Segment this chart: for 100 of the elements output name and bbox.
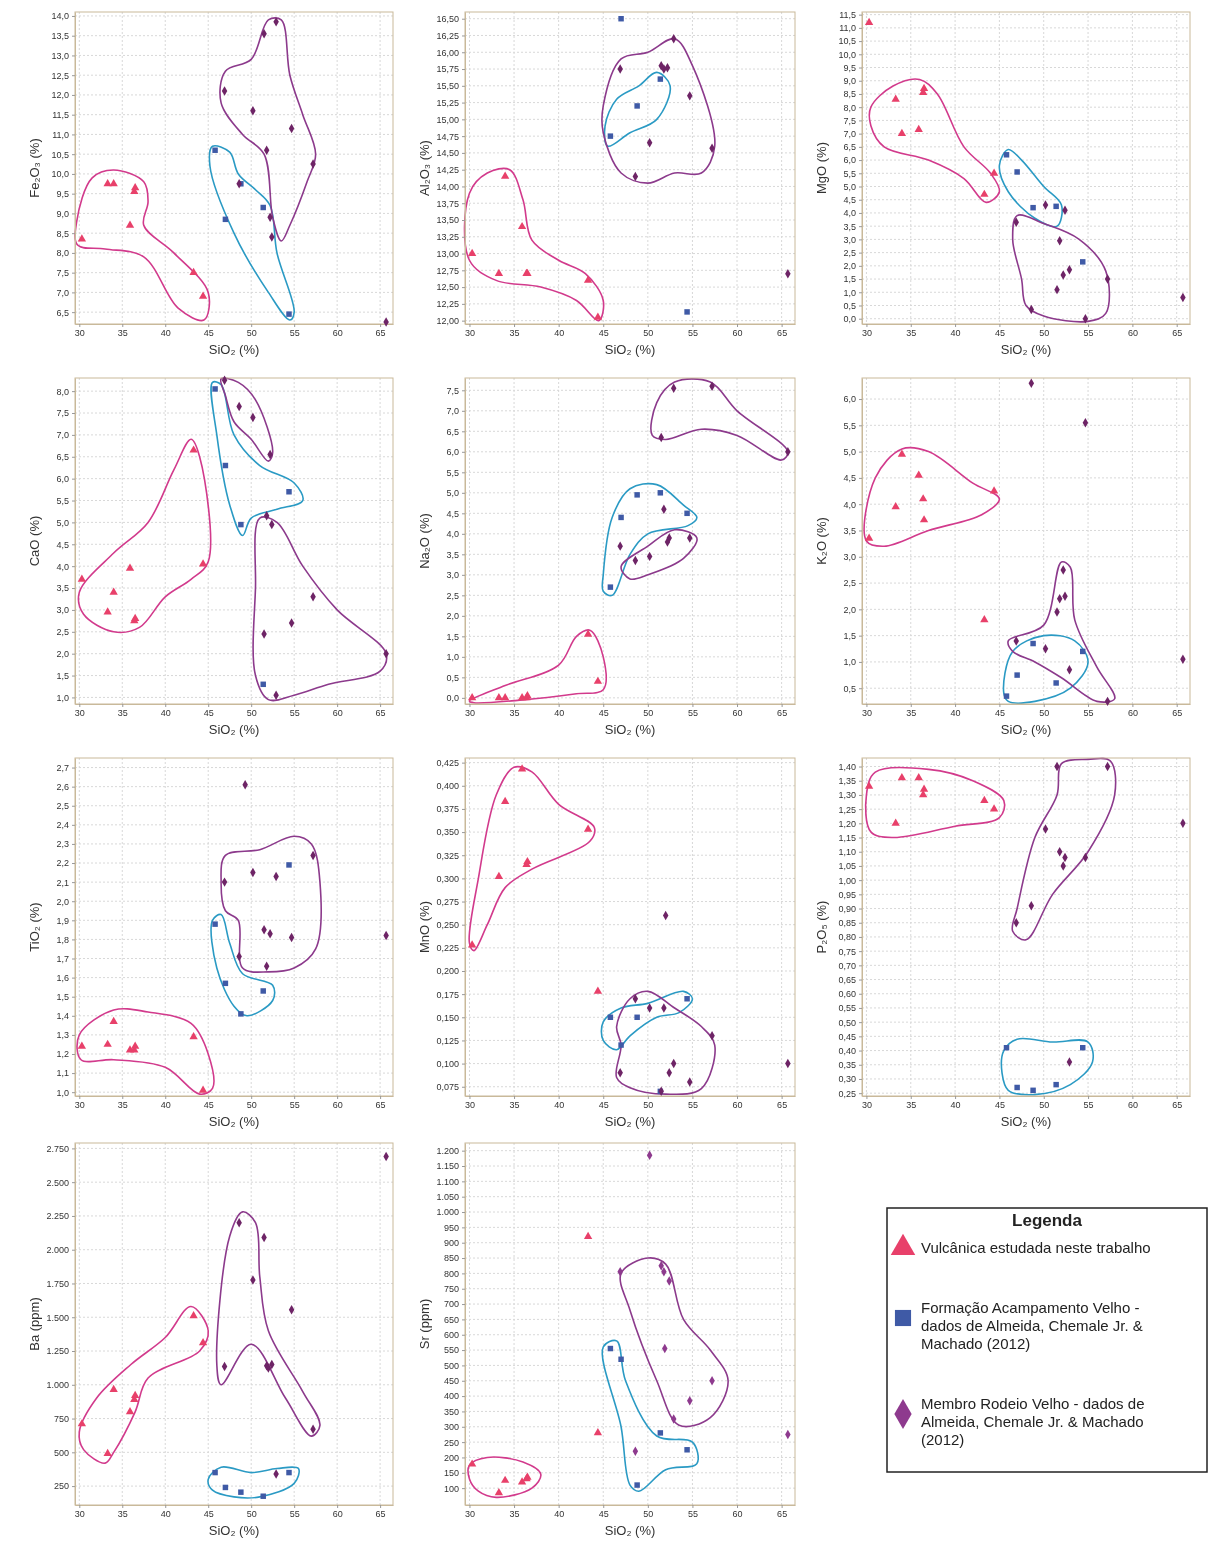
x-tick-label: 45 xyxy=(598,328,609,339)
y-tick-label: 1,20 xyxy=(838,818,856,829)
y-tick-label: 15,25 xyxy=(436,97,459,108)
x-tick-label: 30 xyxy=(861,708,872,719)
x-tick-label: 45 xyxy=(994,328,1005,339)
y-tick-label: 1.500 xyxy=(46,1312,69,1323)
y-tick-label: 1,8 xyxy=(56,934,69,945)
y-tick-label: 2,0 xyxy=(56,649,69,660)
y-tick-label: 0,60 xyxy=(838,989,856,1000)
y-axis-title: MnO (%) xyxy=(417,901,432,953)
y-tick-label: 2.000 xyxy=(46,1245,69,1256)
y-tick-label: 12,5 xyxy=(51,70,69,81)
y-axis-title: MgO (%) xyxy=(814,142,829,194)
y-tick-label: 350 xyxy=(443,1406,459,1417)
x-tick-label: 40 xyxy=(950,1100,961,1111)
x-tick-label: 30 xyxy=(74,1509,85,1520)
x-tick-label: 60 xyxy=(1127,328,1138,339)
x-tick-label: 35 xyxy=(509,328,520,339)
x-tick-label: 60 xyxy=(732,1509,743,1520)
y-tick-label: 0,0 xyxy=(446,693,459,704)
y-tick-label: 2,3 xyxy=(56,839,69,850)
y-tick-label: 5,5 xyxy=(446,467,459,478)
x-tick-label: 35 xyxy=(117,328,128,339)
y-tick-label: 1,0 xyxy=(843,287,856,298)
y-tick-label: 0,225 xyxy=(436,943,459,954)
y-tick-label: 6,5 xyxy=(56,307,69,318)
x-tick-label: 50 xyxy=(246,708,257,719)
y-tick-label: 7,5 xyxy=(56,268,69,279)
y-tick-label: 13,25 xyxy=(436,232,459,243)
x-tick-label: 40 xyxy=(950,328,961,339)
y-tick-label: 1.200 xyxy=(436,1146,459,1157)
y-axis-title: K₂O (%) xyxy=(814,517,829,565)
y-tick-label: 0,175 xyxy=(436,989,459,1000)
x-tick-label: 40 xyxy=(160,1509,171,1520)
y-tick-label: 600 xyxy=(443,1330,459,1341)
y-axis-title: Sr (ppm) xyxy=(417,1298,432,1350)
x-tick-label: 35 xyxy=(509,1100,520,1111)
y-tick-label: 1.000 xyxy=(436,1207,459,1218)
y-tick-label: 12,50 xyxy=(436,282,459,293)
y-tick-label: 900 xyxy=(443,1238,459,1249)
y-tick-label: 3,5 xyxy=(446,549,459,560)
x-tick-label: 45 xyxy=(598,1509,609,1520)
y-tick-label: 6,5 xyxy=(56,452,69,463)
x-tick-label: 35 xyxy=(509,1509,520,1520)
x-tick-label: 45 xyxy=(598,1100,609,1111)
x-tick-label: 50 xyxy=(643,708,654,719)
x-tick-label: 40 xyxy=(950,708,961,719)
y-tick-label: 5,0 xyxy=(843,181,856,192)
y-tick-label: 800 xyxy=(443,1268,459,1279)
x-tick-label: 55 xyxy=(289,708,300,719)
y-tick-label: 5,0 xyxy=(843,446,856,457)
y-tick-label: 13,0 xyxy=(51,50,69,61)
y-tick-label: 750 xyxy=(53,1413,69,1424)
x-tick-label: 55 xyxy=(687,1509,698,1520)
y-tick-label: 2.250 xyxy=(46,1211,69,1222)
x-tick-label: 45 xyxy=(203,328,214,339)
y-tick-label: 0,125 xyxy=(436,1035,459,1046)
x-tick-label: 40 xyxy=(554,328,565,339)
x-tick-label: 55 xyxy=(687,1100,698,1111)
y-tick-label: 700 xyxy=(443,1299,459,1310)
y-tick-label: 450 xyxy=(443,1376,459,1387)
y-tick-label: 1,30 xyxy=(838,790,856,801)
y-tick-label: 7,0 xyxy=(56,287,69,298)
x-axis-title: SiO₂ (%) xyxy=(604,1523,656,1538)
x-tick-label: 40 xyxy=(160,708,171,719)
x-tick-label: 50 xyxy=(643,328,654,339)
x-tick-label: 60 xyxy=(332,328,343,339)
y-tick-label: 16,00 xyxy=(436,47,459,58)
x-axis-title: SiO₂ (%) xyxy=(604,722,656,737)
y-tick-label: 4,5 xyxy=(843,195,856,206)
y-tick-label: 10,0 xyxy=(838,49,856,60)
x-tick-label: 30 xyxy=(74,328,85,339)
x-tick-label: 35 xyxy=(509,708,520,719)
y-tick-label: 2,5 xyxy=(446,590,459,601)
x-tick-label: 35 xyxy=(906,1100,917,1111)
y-tick-label: 0,5 xyxy=(843,683,856,694)
x-tick-label: 55 xyxy=(289,328,300,339)
x-axis-title: SiO₂ (%) xyxy=(208,342,260,357)
y-tick-label: 0,85 xyxy=(838,918,856,929)
x-tick-label: 55 xyxy=(289,1509,300,1520)
y-tick-label: 12,25 xyxy=(436,299,459,310)
x-tick-label: 65 xyxy=(375,1509,386,1520)
y-tick-label: 10,5 xyxy=(838,36,856,47)
y-tick-label: 1,5 xyxy=(843,274,856,285)
y-tick-label: 1.050 xyxy=(436,1192,459,1203)
y-tick-label: 2,0 xyxy=(843,604,856,615)
y-axis-title: TiO₂ (%) xyxy=(27,902,42,952)
y-tick-label: 9,5 xyxy=(56,189,69,200)
y-tick-label: 2,5 xyxy=(56,627,69,638)
y-tick-label: 4,5 xyxy=(56,539,69,550)
y-tick-label: 10,0 xyxy=(51,169,69,180)
x-tick-label: 45 xyxy=(203,708,214,719)
legend-label: Formação Acampamento Velho - dados de Almeida, Chemale Jr. & Machado (2012) xyxy=(921,1299,1143,1352)
y-tick-label: 1,25 xyxy=(838,804,856,815)
y-tick-label: 0,0 xyxy=(843,314,856,325)
y-tick-label: 500 xyxy=(443,1360,459,1371)
x-tick-label: 50 xyxy=(643,1100,654,1111)
y-tick-label: 0,100 xyxy=(436,1058,459,1069)
y-tick-label: 1,0 xyxy=(843,657,856,668)
y-tick-label: 3,5 xyxy=(843,525,856,536)
